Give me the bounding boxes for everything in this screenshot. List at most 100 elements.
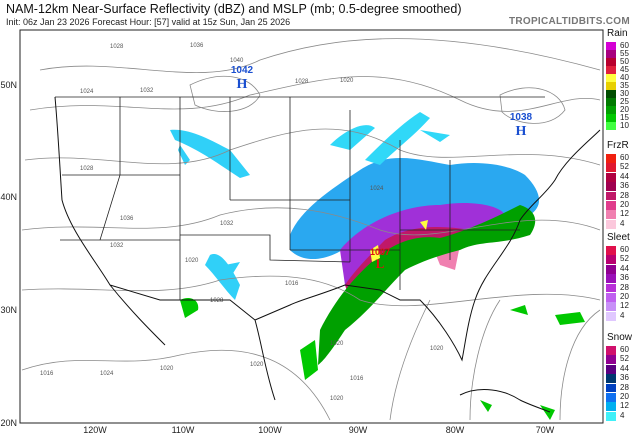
legend-title-sleet: Sleet bbox=[607, 232, 630, 243]
brand-logo-text: TROPICALTIDBITS.COM bbox=[508, 16, 630, 27]
legend-label: 28 bbox=[620, 382, 629, 392]
legend-swatch bbox=[606, 411, 616, 421]
legend-label: 45 bbox=[620, 65, 629, 74]
precip-layer bbox=[170, 112, 585, 420]
isobar-label: 1020 bbox=[185, 258, 199, 264]
legend-label: 30 bbox=[620, 89, 629, 98]
legend-swatch bbox=[606, 274, 616, 284]
rain-heavy bbox=[370, 220, 428, 262]
legend-label: 50 bbox=[620, 57, 629, 66]
legend-swatch bbox=[606, 293, 616, 302]
isobar-label: 1024 bbox=[100, 371, 114, 377]
legend-swatch bbox=[606, 355, 616, 365]
isobar-label: 1020 bbox=[330, 396, 344, 402]
legend-swatch bbox=[606, 302, 616, 312]
lat-label: 50N bbox=[0, 80, 17, 90]
lon-label: 110W bbox=[172, 425, 195, 435]
legend-swatch bbox=[606, 191, 616, 201]
legend-label: 4 bbox=[620, 310, 625, 320]
legend-label: 20 bbox=[620, 392, 629, 401]
legend-swatch bbox=[606, 122, 616, 130]
legend-swatch bbox=[606, 393, 616, 402]
axis-labels: 50N 40N 30N 20N 120W 110W 100W 90W 80W 70W bbox=[0, 80, 554, 435]
high-2: 1038 H bbox=[510, 112, 533, 139]
isobar-label: 1020 bbox=[430, 346, 444, 352]
legend-label: 35 bbox=[620, 81, 629, 90]
high-2-pressure: 1038 bbox=[510, 112, 533, 123]
legend-label: 28 bbox=[620, 190, 629, 200]
isobars bbox=[21, 38, 601, 421]
legend-swatch bbox=[606, 364, 616, 374]
isobar-label: 1028 bbox=[80, 166, 94, 172]
lon-label: 120W bbox=[83, 425, 107, 435]
legend-label: 44 bbox=[620, 263, 629, 273]
map-subtitle: Init: 06z Jan 23 2026 Forecast Hour: [57… bbox=[6, 17, 291, 27]
legend-label: 12 bbox=[620, 209, 629, 219]
isobar-label: 1028 bbox=[210, 298, 224, 304]
isobar-label: 1020 bbox=[330, 341, 344, 347]
isobar-label: 1020 bbox=[340, 78, 354, 84]
legend-swatch bbox=[606, 163, 616, 173]
isobar-label: 1020 bbox=[160, 366, 174, 372]
legend-swatch bbox=[606, 50, 616, 58]
high-2-symbol: H bbox=[516, 124, 527, 139]
isobar-label: 1024 bbox=[80, 89, 94, 95]
legend-label: 60 bbox=[620, 345, 629, 354]
legend-swatch bbox=[606, 58, 616, 66]
legend-swatch bbox=[606, 172, 616, 182]
legend-label: 40 bbox=[620, 73, 629, 82]
legend-swatch bbox=[606, 210, 616, 220]
legend-swatch bbox=[606, 346, 616, 355]
legend-label: 44 bbox=[620, 363, 629, 373]
legend-label: 28 bbox=[620, 282, 629, 292]
legend-swatch bbox=[606, 182, 616, 192]
high-1-pressure: 1042 bbox=[231, 65, 254, 76]
legend-label: 12 bbox=[620, 301, 629, 311]
lat-label: 20N bbox=[0, 418, 17, 428]
lon-label: 70W bbox=[536, 425, 555, 435]
legend-label: 52 bbox=[620, 254, 629, 264]
legend-label: 4 bbox=[620, 218, 625, 228]
legend-label: 12 bbox=[620, 401, 629, 411]
legend-swatch bbox=[606, 264, 616, 274]
legend-label: 36 bbox=[620, 273, 629, 283]
legend-swatch bbox=[606, 201, 616, 210]
legend-label: 25 bbox=[620, 97, 629, 106]
legend-swatch bbox=[606, 82, 616, 90]
legend-swatch bbox=[606, 311, 616, 321]
legend-swatch bbox=[606, 114, 616, 122]
legend-swatch bbox=[606, 246, 616, 255]
isobar-label: 1032 bbox=[220, 221, 234, 227]
lon-label: 90W bbox=[349, 425, 368, 435]
isobar-label: 1024 bbox=[370, 186, 384, 192]
legend-label: 52 bbox=[620, 354, 629, 364]
legend-title-frzr: FrzR bbox=[607, 140, 629, 151]
legend-swatch bbox=[606, 98, 616, 106]
legend-swatch bbox=[606, 255, 616, 265]
legend-swatch bbox=[606, 74, 616, 82]
legend-swatch bbox=[606, 42, 616, 50]
high-1-symbol: H bbox=[237, 77, 248, 92]
isobar-label: 1032 bbox=[140, 88, 154, 94]
rain-band bbox=[318, 205, 536, 365]
legend-swatch bbox=[606, 66, 616, 74]
isobar-label: 1028 bbox=[110, 44, 124, 50]
snow-west bbox=[170, 129, 250, 300]
legend-label: 36 bbox=[620, 181, 629, 191]
legend-swatch bbox=[606, 383, 616, 393]
legend-label: 4 bbox=[620, 410, 625, 420]
legend-label: 15 bbox=[620, 113, 629, 122]
legend-label: 44 bbox=[620, 171, 629, 181]
isobar-label: 1028 bbox=[295, 79, 309, 85]
borders bbox=[54, 96, 601, 413]
snow-light bbox=[330, 112, 450, 165]
legend-swatch bbox=[606, 154, 616, 163]
legend-label: 20 bbox=[620, 105, 629, 114]
lon-label: 100W bbox=[258, 425, 282, 435]
isobar-label: 1036 bbox=[120, 216, 134, 222]
legend-swatch bbox=[606, 402, 616, 412]
legend-label: 60 bbox=[620, 245, 629, 254]
legend-label: 60 bbox=[620, 41, 629, 50]
legend-swatch bbox=[606, 219, 616, 229]
